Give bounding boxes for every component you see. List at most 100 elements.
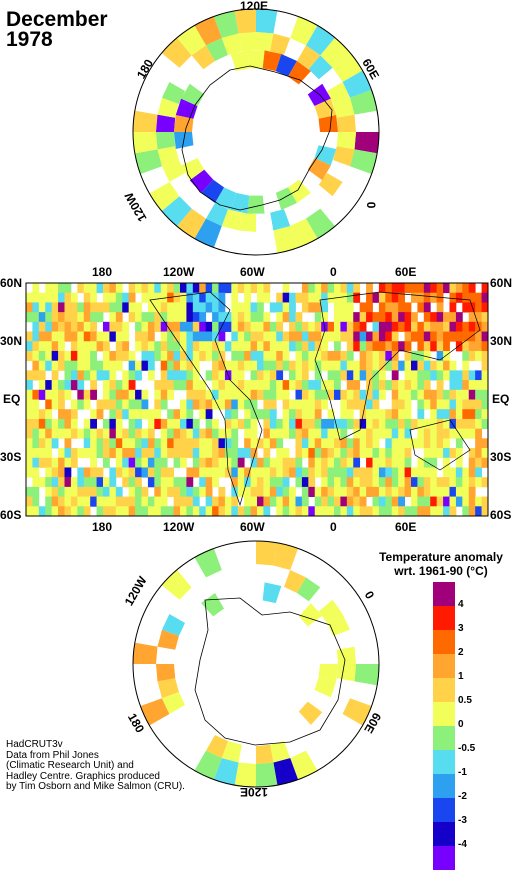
anomaly-cell: [423, 389, 431, 400]
anomaly-cell: [436, 321, 444, 332]
anomaly-cell: [372, 292, 380, 303]
anomaly-cell: [186, 467, 194, 478]
anomaly-cell: [301, 380, 309, 391]
anomaly-cell: [443, 283, 450, 294]
anomaly-cell: [423, 477, 431, 488]
np-label-120e: 120E: [240, 0, 269, 13]
anomaly-cell: [135, 341, 142, 352]
anomaly-cell: [288, 179, 311, 203]
anomaly-cell: [237, 360, 245, 371]
anomaly-cell: [51, 312, 59, 323]
anomaly-cell: [436, 496, 444, 507]
anomaly-cell: [336, 114, 356, 132]
anomaly-cell: [237, 506, 245, 517]
anomaly-cell: [314, 145, 337, 166]
anomaly-cell: [318, 173, 343, 197]
anomaly-cell: [154, 302, 162, 313]
anomaly-cell: [481, 302, 489, 313]
anomaly-cell: [128, 312, 136, 323]
anomaly-cell: [423, 341, 431, 352]
anomaly-cell: [336, 132, 356, 150]
anomaly-cell: [173, 457, 181, 468]
anomaly-cell: [96, 496, 104, 507]
anomaly-cell: [334, 418, 341, 430]
anomaly-cell: [455, 312, 463, 323]
anomaly-cell: [237, 331, 245, 342]
anomaly-cell: [32, 486, 40, 497]
anomaly-cell: [327, 448, 335, 459]
anomaly-cell: [481, 457, 489, 468]
anomaly-cell: [282, 448, 290, 459]
anomaly-cell: [385, 409, 393, 420]
anomaly-cell: [308, 331, 316, 342]
anomaly-cell: [77, 428, 85, 439]
anomaly-cell: [122, 496, 130, 507]
anomaly-cell: [455, 467, 463, 478]
anomaly-cell: [321, 506, 328, 517]
anomaly-cell: [366, 399, 373, 410]
anomaly-cell: [404, 389, 412, 400]
anomaly-cell: [462, 496, 470, 507]
anomaly-cell: [180, 302, 187, 313]
anomaly-cell: [160, 568, 192, 600]
anomaly-cell: [276, 428, 284, 439]
anomaly-cell: [263, 418, 271, 430]
anomaly-cell: [115, 486, 123, 497]
anomaly-cell: [147, 302, 155, 313]
anomaly-cell: [391, 467, 399, 478]
anomaly-cell: [321, 331, 328, 342]
anomaly-cell: [430, 312, 438, 323]
anomaly-cell: [289, 486, 296, 497]
anomaly-cell: [430, 331, 438, 342]
anomaly-cell: [186, 341, 194, 352]
anomaly-cell: [263, 370, 271, 381]
anomaly-cell: [359, 321, 367, 332]
anomaly-cell: [192, 467, 200, 478]
anomaly-cell: [160, 438, 168, 449]
anomaly-cell: [70, 418, 78, 430]
anomaly-cell: [385, 331, 393, 342]
anomaly-cell: [231, 321, 239, 332]
anomaly-cell: [192, 331, 200, 342]
anomaly-cell: [443, 331, 450, 342]
anomaly-cell: [391, 418, 399, 430]
anomaly-cell: [231, 467, 239, 478]
anomaly-cell: [366, 380, 373, 391]
anomaly-cell: [398, 283, 405, 294]
anomaly-cell: [90, 448, 97, 459]
anomaly-cell: [314, 370, 322, 381]
anomaly-cell: [269, 486, 277, 497]
anomaly-cell: [109, 496, 117, 507]
anomaly-cell: [276, 418, 284, 430]
anomaly-cell: [372, 312, 380, 323]
anomaly-cell: [115, 292, 123, 303]
anomaly-cell: [411, 506, 418, 517]
anomaly-cell: [275, 54, 297, 77]
title-year: 1978: [6, 28, 53, 51]
anomaly-cell: [147, 360, 155, 371]
anomaly-cell: [411, 438, 418, 449]
legend-tick-label: -4: [458, 839, 467, 850]
anomaly-cell: [436, 486, 444, 497]
anomaly-cell: [141, 409, 149, 420]
anomaly-cell: [32, 506, 40, 517]
anomaly-cell: [314, 399, 322, 410]
anomaly-cell: [70, 331, 78, 342]
anomaly-cell: [224, 380, 232, 391]
anomaly-cell: [199, 321, 207, 332]
anomaly-cell: [340, 428, 348, 439]
anomaly-cell: [244, 380, 251, 391]
anomaly-cell: [237, 399, 245, 410]
anomaly-cell: [443, 370, 450, 381]
anomaly-cell: [160, 399, 168, 410]
anomaly-cell: [391, 360, 399, 371]
anomaly-cell: [334, 448, 341, 459]
anomaly-cell: [334, 438, 341, 449]
anomaly-cell: [366, 370, 373, 381]
anomaly-cell: [404, 399, 412, 410]
anomaly-cell: [96, 360, 104, 371]
anomaly-cell: [70, 302, 78, 313]
anomaly-cell: [301, 486, 309, 497]
anomaly-cell: [192, 448, 200, 459]
world-right-lat-30s: 30S: [490, 450, 512, 464]
